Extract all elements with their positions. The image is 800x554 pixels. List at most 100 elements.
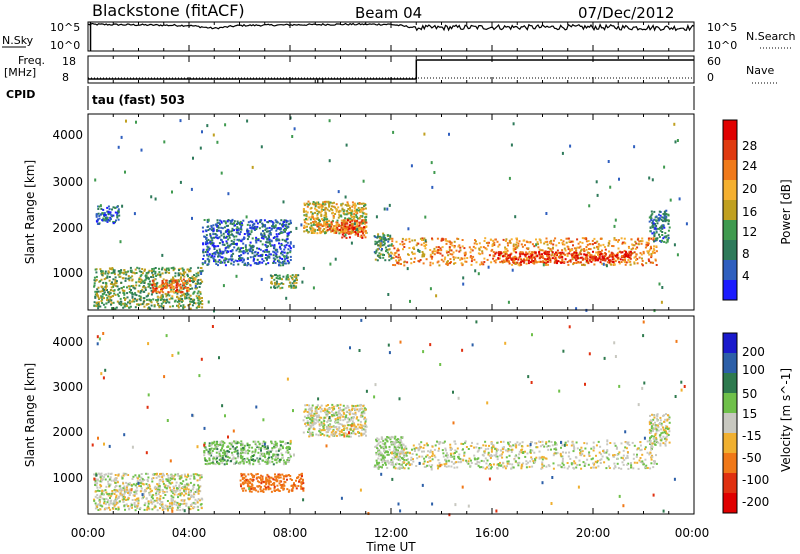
heatmap-cell — [271, 240, 273, 242]
heatmap-cell — [212, 463, 214, 465]
heatmap-cell — [99, 496, 101, 498]
heatmap-cell — [96, 506, 98, 508]
heatmap-cell — [260, 240, 262, 242]
heatmap-cell — [112, 508, 114, 510]
heatmap-cell — [138, 291, 140, 293]
heatmap-cell — [393, 257, 395, 259]
heatmap-cell — [162, 492, 164, 494]
heatmap-cell — [209, 253, 211, 255]
heatmap-cell — [278, 260, 280, 262]
heatmap-cell — [349, 207, 351, 209]
heatmap-cell — [247, 257, 249, 259]
heatmap-cell — [146, 304, 148, 306]
nsearch-label: N.Search — [746, 30, 796, 43]
heatmap-cell — [278, 475, 280, 477]
heatmap-cell — [188, 270, 190, 272]
heatmap-cell — [107, 475, 109, 477]
heatmap-cell — [423, 242, 425, 244]
heatmap-cell — [591, 254, 593, 256]
heatmap-cell — [99, 218, 101, 220]
heatmap-cell — [242, 490, 244, 492]
heatmap-cell — [517, 259, 519, 261]
heatmap-cell — [307, 206, 309, 208]
heatmap-cell — [525, 251, 527, 253]
heatmap-cell — [602, 244, 604, 246]
heatmap-cell — [197, 283, 199, 285]
heatmap-cell — [457, 246, 459, 248]
heatmap-cell — [162, 503, 164, 505]
heatmap-cell — [227, 456, 229, 458]
heatmap-cell — [284, 240, 286, 242]
heatmap-cell — [336, 209, 338, 211]
heatmap-cell — [177, 507, 179, 509]
heatmap-cell — [188, 489, 190, 491]
heatmap-cell — [231, 233, 233, 235]
heatmap-cell — [544, 258, 546, 260]
heatmap-cell — [181, 477, 183, 479]
heatmap-cell — [274, 476, 276, 478]
heatmap-cell — [483, 258, 485, 260]
heatmap-cell — [135, 284, 137, 286]
heatmap-cell — [457, 257, 459, 259]
heatmap-cell — [351, 227, 353, 229]
heatmap-cell — [341, 224, 343, 226]
heatmap-cell — [143, 282, 145, 284]
heatmap-cell — [266, 249, 268, 251]
heatmap-cell — [179, 298, 181, 300]
heatmap-cell — [123, 486, 125, 488]
heatmap-cell — [273, 463, 275, 465]
heatmap-cell — [119, 276, 121, 278]
heatmap-cell — [134, 495, 136, 497]
heatmap-cell — [197, 479, 199, 481]
heatmap-cell — [120, 298, 122, 300]
heatmap-cell — [232, 458, 234, 460]
heatmap-cell — [411, 240, 413, 242]
heatmap-cell — [624, 261, 626, 263]
heatmap-cell — [532, 262, 534, 264]
heatmap-cell — [233, 448, 235, 450]
heatmap-cell — [245, 482, 247, 484]
heatmap-cell — [513, 122, 515, 125]
heatmap-cell — [547, 244, 549, 246]
heatmap-cell — [310, 230, 312, 232]
heatmap-cell — [109, 479, 111, 481]
heatmap-cell — [190, 508, 192, 510]
heatmap-cell — [114, 502, 116, 504]
heatmap-cell — [273, 237, 275, 239]
heatmap-cell — [202, 227, 204, 229]
heatmap-cell — [112, 278, 114, 280]
heatmap-cell — [223, 284, 225, 287]
heatmap-cell — [519, 255, 521, 257]
heatmap-cell — [665, 220, 667, 222]
heatmap-cell — [150, 276, 152, 278]
heatmap-cell — [357, 235, 359, 237]
heatmap-cell — [538, 251, 540, 253]
heatmap-cell — [119, 493, 121, 495]
heatmap-cell — [656, 216, 658, 218]
heatmap-cell — [363, 203, 365, 205]
heatmap-cell — [263, 488, 265, 490]
heatmap-cell — [186, 503, 188, 505]
heatmap-cell — [391, 253, 393, 255]
heatmap-cell — [333, 215, 335, 217]
heatmap-cell — [339, 229, 341, 231]
heatmap-cell — [230, 258, 232, 260]
heatmap-cell — [255, 242, 257, 244]
power-ytick-3000: 3000 — [52, 175, 83, 189]
heatmap-cell — [331, 221, 333, 223]
heatmap-cell — [227, 225, 229, 227]
heatmap-cell — [190, 475, 192, 477]
freq-unit: [MHz] — [4, 66, 36, 79]
heatmap-cell — [111, 281, 113, 283]
heatmap-cell — [329, 159, 331, 162]
heatmap-cell — [102, 293, 104, 295]
heatmap-cell — [151, 503, 153, 505]
heatmap-cell — [229, 448, 231, 450]
heatmap-cell — [612, 259, 614, 261]
heatmap-cell — [335, 221, 337, 223]
heatmap-cell — [181, 301, 183, 303]
heatmap-cell — [412, 253, 414, 255]
heatmap-cell — [631, 248, 633, 250]
heatmap-cell — [217, 256, 219, 258]
heatmap-cell — [402, 238, 404, 240]
